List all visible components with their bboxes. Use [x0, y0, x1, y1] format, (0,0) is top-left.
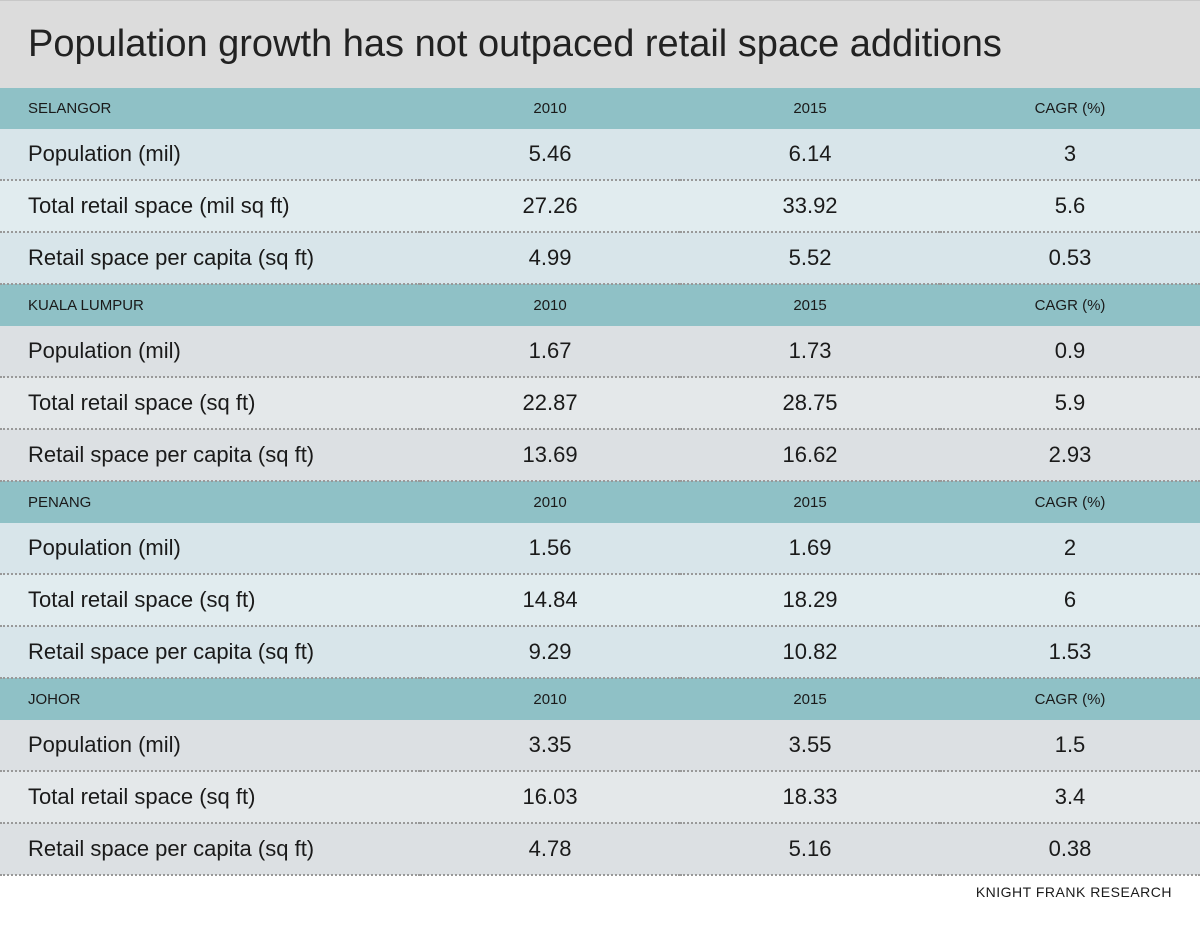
page-title: Population growth has not outpaced retai… — [28, 23, 1172, 66]
row-value-2015: 5.52 — [680, 232, 940, 284]
row-value-2010: 14.84 — [420, 574, 680, 626]
column-2010: 2010 — [420, 678, 680, 720]
row-value-2010: 16.03 — [420, 771, 680, 823]
row-value-2015: 33.92 — [680, 180, 940, 232]
row-value-2010: 4.99 — [420, 232, 680, 284]
table-row: Population (mil)1.561.692 — [0, 523, 1200, 574]
row-value-2015: 6.14 — [680, 129, 940, 180]
column-2010: 2010 — [420, 284, 680, 326]
column-2015: 2015 — [680, 284, 940, 326]
row-value-2010: 22.87 — [420, 377, 680, 429]
row-value-cagr: 5.6 — [940, 180, 1200, 232]
column-2010: 2010 — [420, 481, 680, 523]
table-row: Total retail space (sq ft)22.8728.755.9 — [0, 377, 1200, 429]
row-value-2010: 4.78 — [420, 823, 680, 875]
section-header-row: SELANGOR20102015CAGR (%) — [0, 88, 1200, 129]
row-value-2015: 16.62 — [680, 429, 940, 481]
title-bar: Population growth has not outpaced retai… — [0, 0, 1200, 88]
table-row: Retail space per capita (sq ft)9.2910.82… — [0, 626, 1200, 678]
row-value-cagr: 5.9 — [940, 377, 1200, 429]
row-value-cagr: 2 — [940, 523, 1200, 574]
row-value-2010: 13.69 — [420, 429, 680, 481]
row-value-2010: 1.67 — [420, 326, 680, 377]
row-value-cagr: 2.93 — [940, 429, 1200, 481]
row-label: Total retail space (sq ft) — [0, 574, 420, 626]
row-value-2010: 9.29 — [420, 626, 680, 678]
row-value-2015: 28.75 — [680, 377, 940, 429]
table-row: Retail space per capita (sq ft)13.6916.6… — [0, 429, 1200, 481]
row-value-2015: 10.82 — [680, 626, 940, 678]
row-label: Population (mil) — [0, 720, 420, 771]
column-2015: 2015 — [680, 481, 940, 523]
column-cagr: CAGR (%) — [940, 481, 1200, 523]
table-row: Total retail space (sq ft)14.8418.296 — [0, 574, 1200, 626]
row-value-cagr: 1.5 — [940, 720, 1200, 771]
table-row: Total retail space (sq ft)16.0318.333.4 — [0, 771, 1200, 823]
row-label: Population (mil) — [0, 129, 420, 180]
row-label: Total retail space (sq ft) — [0, 771, 420, 823]
row-value-2010: 5.46 — [420, 129, 680, 180]
row-value-cagr: 0.9 — [940, 326, 1200, 377]
section-name: PENANG — [0, 481, 420, 523]
row-value-cagr: 0.38 — [940, 823, 1200, 875]
table-row: Retail space per capita (sq ft)4.995.520… — [0, 232, 1200, 284]
source-attribution: KNIGHT FRANK RESEARCH — [0, 876, 1200, 900]
table-row: Population (mil)1.671.730.9 — [0, 326, 1200, 377]
section-name: SELANGOR — [0, 88, 420, 129]
row-label: Retail space per capita (sq ft) — [0, 429, 420, 481]
table-row: Population (mil)3.353.551.5 — [0, 720, 1200, 771]
row-label: Retail space per capita (sq ft) — [0, 823, 420, 875]
table-row: Population (mil)5.466.143 — [0, 129, 1200, 180]
row-label: Retail space per capita (sq ft) — [0, 626, 420, 678]
section-name: JOHOR — [0, 678, 420, 720]
row-value-cagr: 1.53 — [940, 626, 1200, 678]
row-label: Total retail space (mil sq ft) — [0, 180, 420, 232]
row-value-cagr: 0.53 — [940, 232, 1200, 284]
row-value-2010: 3.35 — [420, 720, 680, 771]
column-2015: 2015 — [680, 88, 940, 129]
row-value-2010: 27.26 — [420, 180, 680, 232]
column-cagr: CAGR (%) — [940, 678, 1200, 720]
column-2015: 2015 — [680, 678, 940, 720]
table-row: Retail space per capita (sq ft)4.785.160… — [0, 823, 1200, 875]
row-value-2015: 18.33 — [680, 771, 940, 823]
row-label: Population (mil) — [0, 523, 420, 574]
row-value-cagr: 3.4 — [940, 771, 1200, 823]
row-label: Population (mil) — [0, 326, 420, 377]
row-value-2015: 3.55 — [680, 720, 940, 771]
data-table: SELANGOR20102015CAGR (%)Population (mil)… — [0, 88, 1200, 876]
column-2010: 2010 — [420, 88, 680, 129]
row-value-2015: 1.73 — [680, 326, 940, 377]
row-value-cagr: 3 — [940, 129, 1200, 180]
section-header-row: JOHOR20102015CAGR (%) — [0, 678, 1200, 720]
row-label: Total retail space (sq ft) — [0, 377, 420, 429]
section-header-row: KUALA LUMPUR20102015CAGR (%) — [0, 284, 1200, 326]
row-value-cagr: 6 — [940, 574, 1200, 626]
section-name: KUALA LUMPUR — [0, 284, 420, 326]
row-value-2015: 18.29 — [680, 574, 940, 626]
row-value-2015: 5.16 — [680, 823, 940, 875]
row-value-2010: 1.56 — [420, 523, 680, 574]
table-row: Total retail space (mil sq ft)27.2633.92… — [0, 180, 1200, 232]
row-label: Retail space per capita (sq ft) — [0, 232, 420, 284]
column-cagr: CAGR (%) — [940, 88, 1200, 129]
table-container: Population growth has not outpaced retai… — [0, 0, 1200, 900]
column-cagr: CAGR (%) — [940, 284, 1200, 326]
row-value-2015: 1.69 — [680, 523, 940, 574]
section-header-row: PENANG20102015CAGR (%) — [0, 481, 1200, 523]
